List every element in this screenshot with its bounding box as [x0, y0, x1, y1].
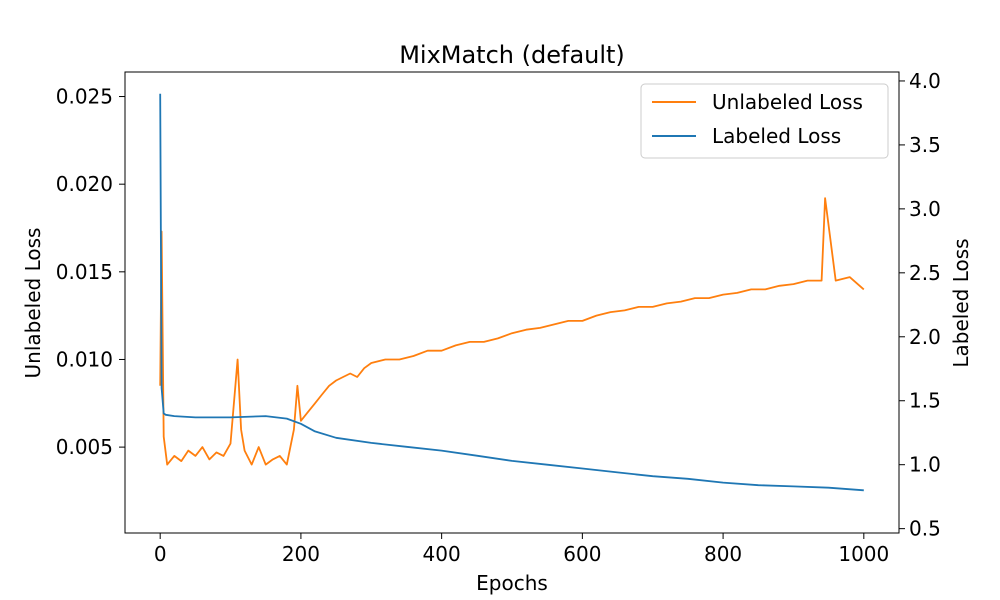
- legend-label-labeled: Labeled Loss: [712, 124, 841, 148]
- series-line-unlabeled: [159, 197, 865, 466]
- legend-label-unlabeled: Unlabeled Loss: [712, 90, 863, 114]
- y-right-tick-label: 1.5: [909, 389, 941, 413]
- y-right-tick-label: 3.0: [909, 197, 941, 221]
- plot-frame: [124, 71, 900, 534]
- y-right-axis-ticks: 0.5 1.0 1.5 2.0 2.5 3.0 3.5 4.0: [899, 69, 941, 541]
- legend-box: [640, 83, 889, 159]
- y-right-tick-label: 2.5: [909, 261, 941, 285]
- y-left-tick-label: 0.020: [56, 172, 113, 196]
- legend: Unlabeled Loss Labeled Loss: [640, 83, 889, 159]
- x-axis-ticks: 0 200 400 600 800 1000: [154, 533, 889, 566]
- y-left-tick-label: 0.025: [56, 85, 113, 109]
- y-left-axis-ticks: 0.005 0.010 0.015 0.020 0.025: [56, 85, 125, 459]
- series-layer: [159, 93, 865, 492]
- y-right-tick-label: 0.5: [909, 517, 941, 541]
- x-tick-label: 400: [423, 542, 461, 566]
- y-left-tick-label: 0.015: [56, 260, 113, 284]
- y-right-tick-label: 2.0: [909, 325, 941, 349]
- chart-title: MixMatch (default): [399, 41, 625, 69]
- x-tick-label: 1000: [838, 542, 889, 566]
- y-right-tick-label: 4.0: [909, 69, 941, 93]
- x-tick-label: 800: [704, 542, 742, 566]
- y-left-axis-label: Unlabeled Loss: [21, 228, 45, 379]
- plot-area: [124, 71, 900, 534]
- series-line-labeled: [159, 93, 864, 492]
- y-right-tick-label: 3.5: [909, 133, 941, 157]
- y-right-axis-label: Labeled Loss: [949, 238, 973, 367]
- x-tick-label: 0: [154, 542, 167, 566]
- x-tick-label: 600: [563, 542, 601, 566]
- y-left-tick-label: 0.005: [56, 435, 113, 459]
- y-left-tick-label: 0.010: [56, 347, 113, 371]
- x-tick-label: 200: [282, 542, 320, 566]
- y-right-tick-label: 1.0: [909, 453, 941, 477]
- x-axis-label: Epochs: [476, 571, 548, 595]
